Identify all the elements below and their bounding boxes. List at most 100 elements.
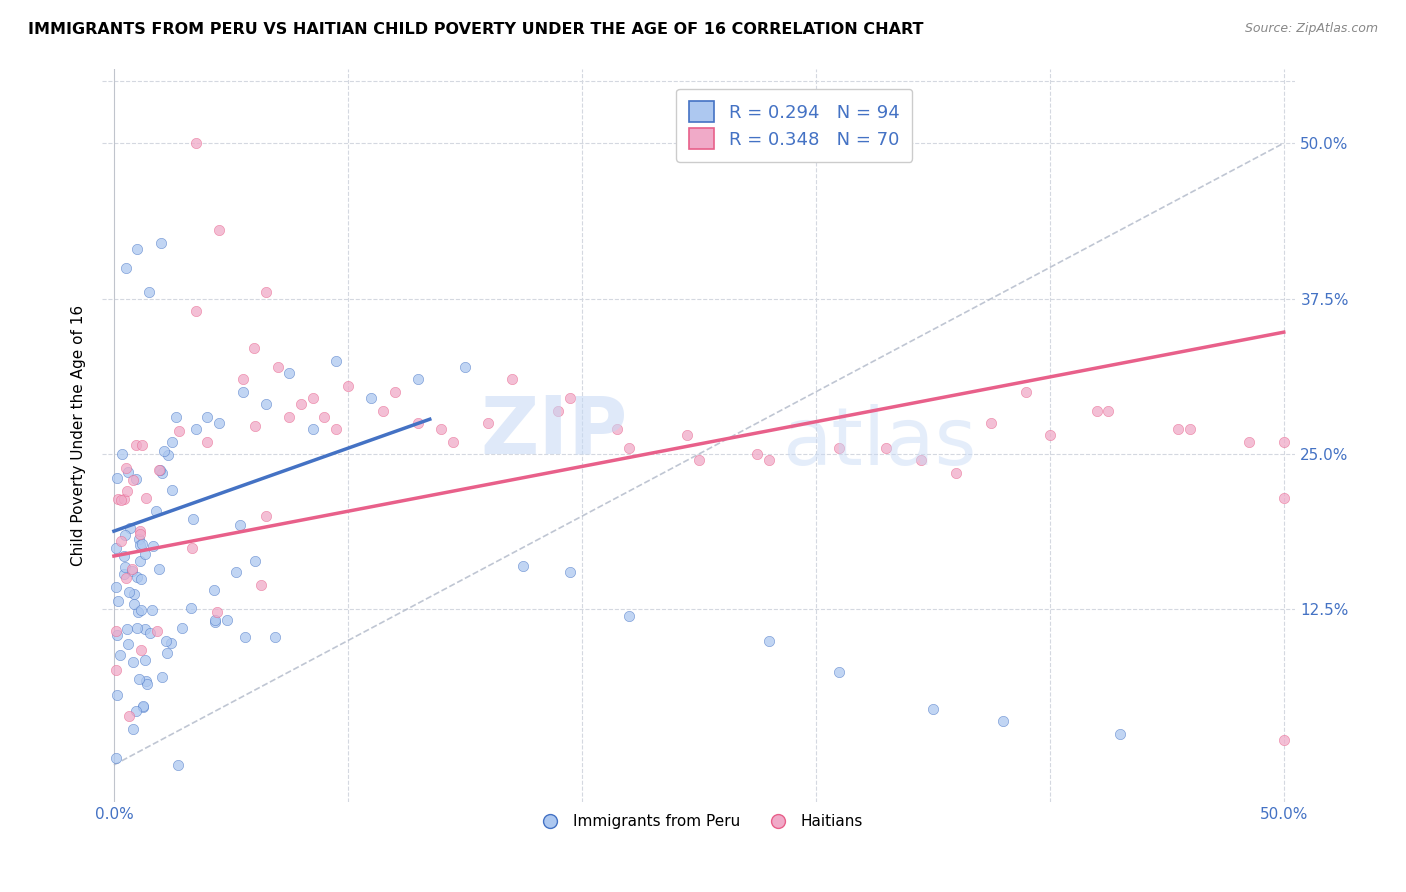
Point [166,758,188,772]
Point [149,463,172,477]
Point [162,483,184,498]
Point [105,471,128,485]
Point [136,676,159,690]
Point [121,564,143,578]
Point [111,447,134,461]
Point [142,539,165,553]
Point [254,397,277,411]
Point [132,698,155,713]
Point [430,422,453,436]
Point [159,636,181,650]
Point [150,670,173,684]
Point [146,624,169,639]
Point [243,342,266,356]
Point [360,391,382,405]
Point [215,613,238,627]
Point [157,448,180,462]
Point [1272,733,1295,747]
Point [110,533,132,548]
Point [232,384,254,399]
Point [131,537,153,551]
Point [1097,403,1119,417]
Point [208,416,231,430]
Point [278,409,301,424]
Point [1015,384,1038,399]
Point [128,554,150,568]
Point [1272,434,1295,449]
Point [117,637,139,651]
Text: Source: ZipAtlas.com: Source: ZipAtlas.com [1244,22,1378,36]
Point [105,663,128,677]
Point [105,751,128,765]
Point [122,655,145,669]
Point [131,438,153,452]
Point [249,578,271,592]
Point [1085,403,1108,417]
Point [406,372,429,386]
Point [197,434,219,449]
Point [1272,491,1295,505]
Point [617,608,640,623]
Point [134,623,156,637]
Point [127,570,149,584]
Point [945,466,967,480]
Point [184,136,207,150]
Point [243,554,266,568]
Point [107,492,129,507]
Point [184,422,207,436]
Point [105,688,128,702]
Point [263,630,285,644]
Point [606,422,628,436]
Point [875,441,897,455]
Point [108,648,131,662]
Text: ZIP: ZIP [479,392,627,471]
Point [371,403,394,417]
Point [105,628,128,642]
Point [278,366,301,380]
Point [208,223,231,237]
Text: IMMIGRANTS FROM PERU VS HAITIAN CHILD POVERTY UNDER THE AGE OF 16 CORRELATION CH: IMMIGRANTS FROM PERU VS HAITIAN CHILD PO… [28,22,924,37]
Point [134,547,156,561]
Point [132,700,155,714]
Point [1237,434,1260,449]
Point [114,461,136,475]
Point [118,521,141,535]
Point [125,472,148,486]
Point [127,242,149,256]
Point [454,359,477,374]
Point [205,605,228,619]
Point [149,235,172,250]
Point [134,653,156,667]
Point [560,565,582,579]
Point [301,422,323,436]
Point [138,626,160,640]
Text: atlas: atlas [782,404,977,482]
Point [122,473,145,487]
Point [105,541,128,555]
Point [138,285,160,300]
Point [828,441,851,455]
Point [225,565,247,579]
Point [254,509,277,524]
Point [477,416,499,430]
Point [184,304,207,318]
Legend: Immigrants from Peru, Haitians: Immigrants from Peru, Haitians [529,808,869,835]
Point [112,492,135,507]
Point [135,491,157,505]
Point [301,391,323,405]
Point [118,585,141,599]
Point [180,601,202,615]
Point [1039,428,1062,442]
Point [336,378,359,392]
Point [204,615,226,629]
Point [441,434,464,449]
Point [512,558,534,573]
Point [122,598,145,612]
Point [384,384,406,399]
Point [162,434,184,449]
Point [112,549,135,563]
Point [828,665,851,679]
Point [229,518,252,533]
Point [156,646,179,660]
Point [314,409,336,424]
